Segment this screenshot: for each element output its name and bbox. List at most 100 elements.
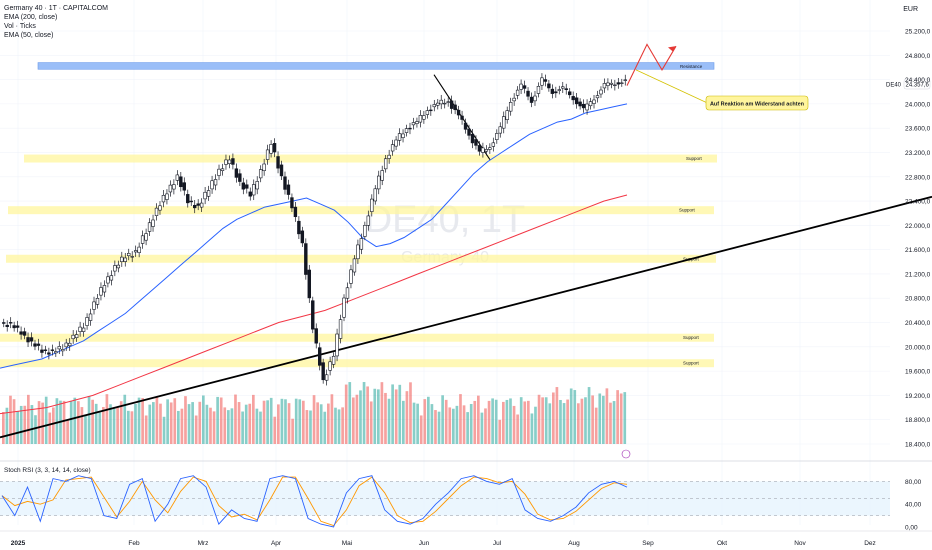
volume-bar [562,403,566,444]
candle-body [102,285,107,293]
volume-bar [302,400,305,444]
candle-body [64,342,68,348]
y-tick-label: 19.600,0 [905,369,931,376]
volume-bar [98,412,102,444]
support-zone [0,333,714,342]
candle-body [401,133,405,138]
volume-bar [548,403,552,444]
volume-bar [116,407,119,444]
volume-bar [430,404,434,444]
candle-body [300,230,305,244]
candle-body [265,149,270,160]
volume-bar [19,405,23,444]
stoch-rsi-pane: Stoch RSI (3, 3, 14, 14, close) 80,00 40,0… [0,467,922,532]
candle-body [543,79,548,82]
volume-bar [130,411,134,444]
candle-body [151,219,155,227]
ema50-line [0,103,628,369]
candle-body [557,89,561,91]
y-tick-label: 20.000,0 [905,344,931,351]
candle-body [335,333,339,357]
y-tick-label: 22.000,0 [905,223,931,230]
candle-body [269,144,273,154]
volume-bar [530,413,534,444]
candle-body [109,275,114,281]
candle-body [262,163,266,171]
legend-volume[interactable]: Vol · Ticks [4,23,36,30]
candle-body [293,206,298,218]
volume-bar [416,403,419,444]
legend-ema50[interactable]: EMA (50, close) [4,32,54,39]
candle-body [383,158,388,170]
volume-bar [330,394,334,444]
candle-body [436,102,440,106]
candle-body [522,85,527,89]
candle-body [356,244,360,260]
candle-body [349,269,353,284]
candle-body [71,334,75,340]
candle-body [19,331,23,335]
volume-bar [569,388,573,444]
volume-bar [141,398,144,444]
volume-bar [619,393,623,444]
candle-body [338,319,343,339]
candle-body [241,182,246,190]
candle-body [113,265,117,272]
candle-body [324,374,329,381]
candle-body [290,197,294,209]
candle-body [227,159,232,165]
candle-body [137,246,141,253]
volume-bar [48,412,52,444]
candle-body [463,122,468,130]
candle-body [613,84,617,87]
volume-bar [180,408,184,444]
candle-body [387,154,391,159]
stoch-tick-label: 40,00 [905,502,922,509]
candle-body [352,258,357,273]
support-label: Support [679,208,696,213]
y-tick-label: 24.400,0 [905,77,931,84]
x-tick-label: Jun [419,540,430,547]
volume-bar [580,398,584,444]
legend-ema200[interactable]: EMA (200, close) [4,14,58,21]
candle-body [43,349,48,351]
volume-bar [109,404,112,444]
candle-body [373,188,377,202]
candle-body [47,352,51,355]
last-price-box [903,78,931,90]
candle-body [581,103,586,109]
candle-body [154,207,159,216]
volume-bar [537,394,541,444]
candle-body [529,96,534,103]
volume-bar [62,400,66,444]
volume-bar [519,397,523,444]
volume-bar [441,395,444,444]
candle-body [272,143,277,153]
candle-body [606,82,610,86]
volume-bar [380,382,384,444]
candle-body [474,139,478,146]
volume-bar [409,382,412,444]
x-tick-label: Jul [493,540,502,547]
candle-body [599,89,603,95]
candle-body [304,243,308,275]
volume-bar [259,411,262,444]
candle-body [179,176,183,188]
volume-bar [448,407,452,444]
volume-bar [444,399,448,444]
volume-bar [466,412,469,444]
candle-body [616,82,621,85]
volume-bar [127,410,130,444]
candle-body [213,179,218,186]
candle-body [449,100,454,109]
volume-bar [402,400,405,444]
candle-body [467,128,471,136]
candle-body [161,194,166,203]
candle-body [50,349,55,351]
currency-label[interactable]: EUR [903,6,918,13]
candle-body [519,83,523,90]
candle-body [578,101,582,107]
volume-bar [427,396,430,444]
callout-box [705,95,809,111]
